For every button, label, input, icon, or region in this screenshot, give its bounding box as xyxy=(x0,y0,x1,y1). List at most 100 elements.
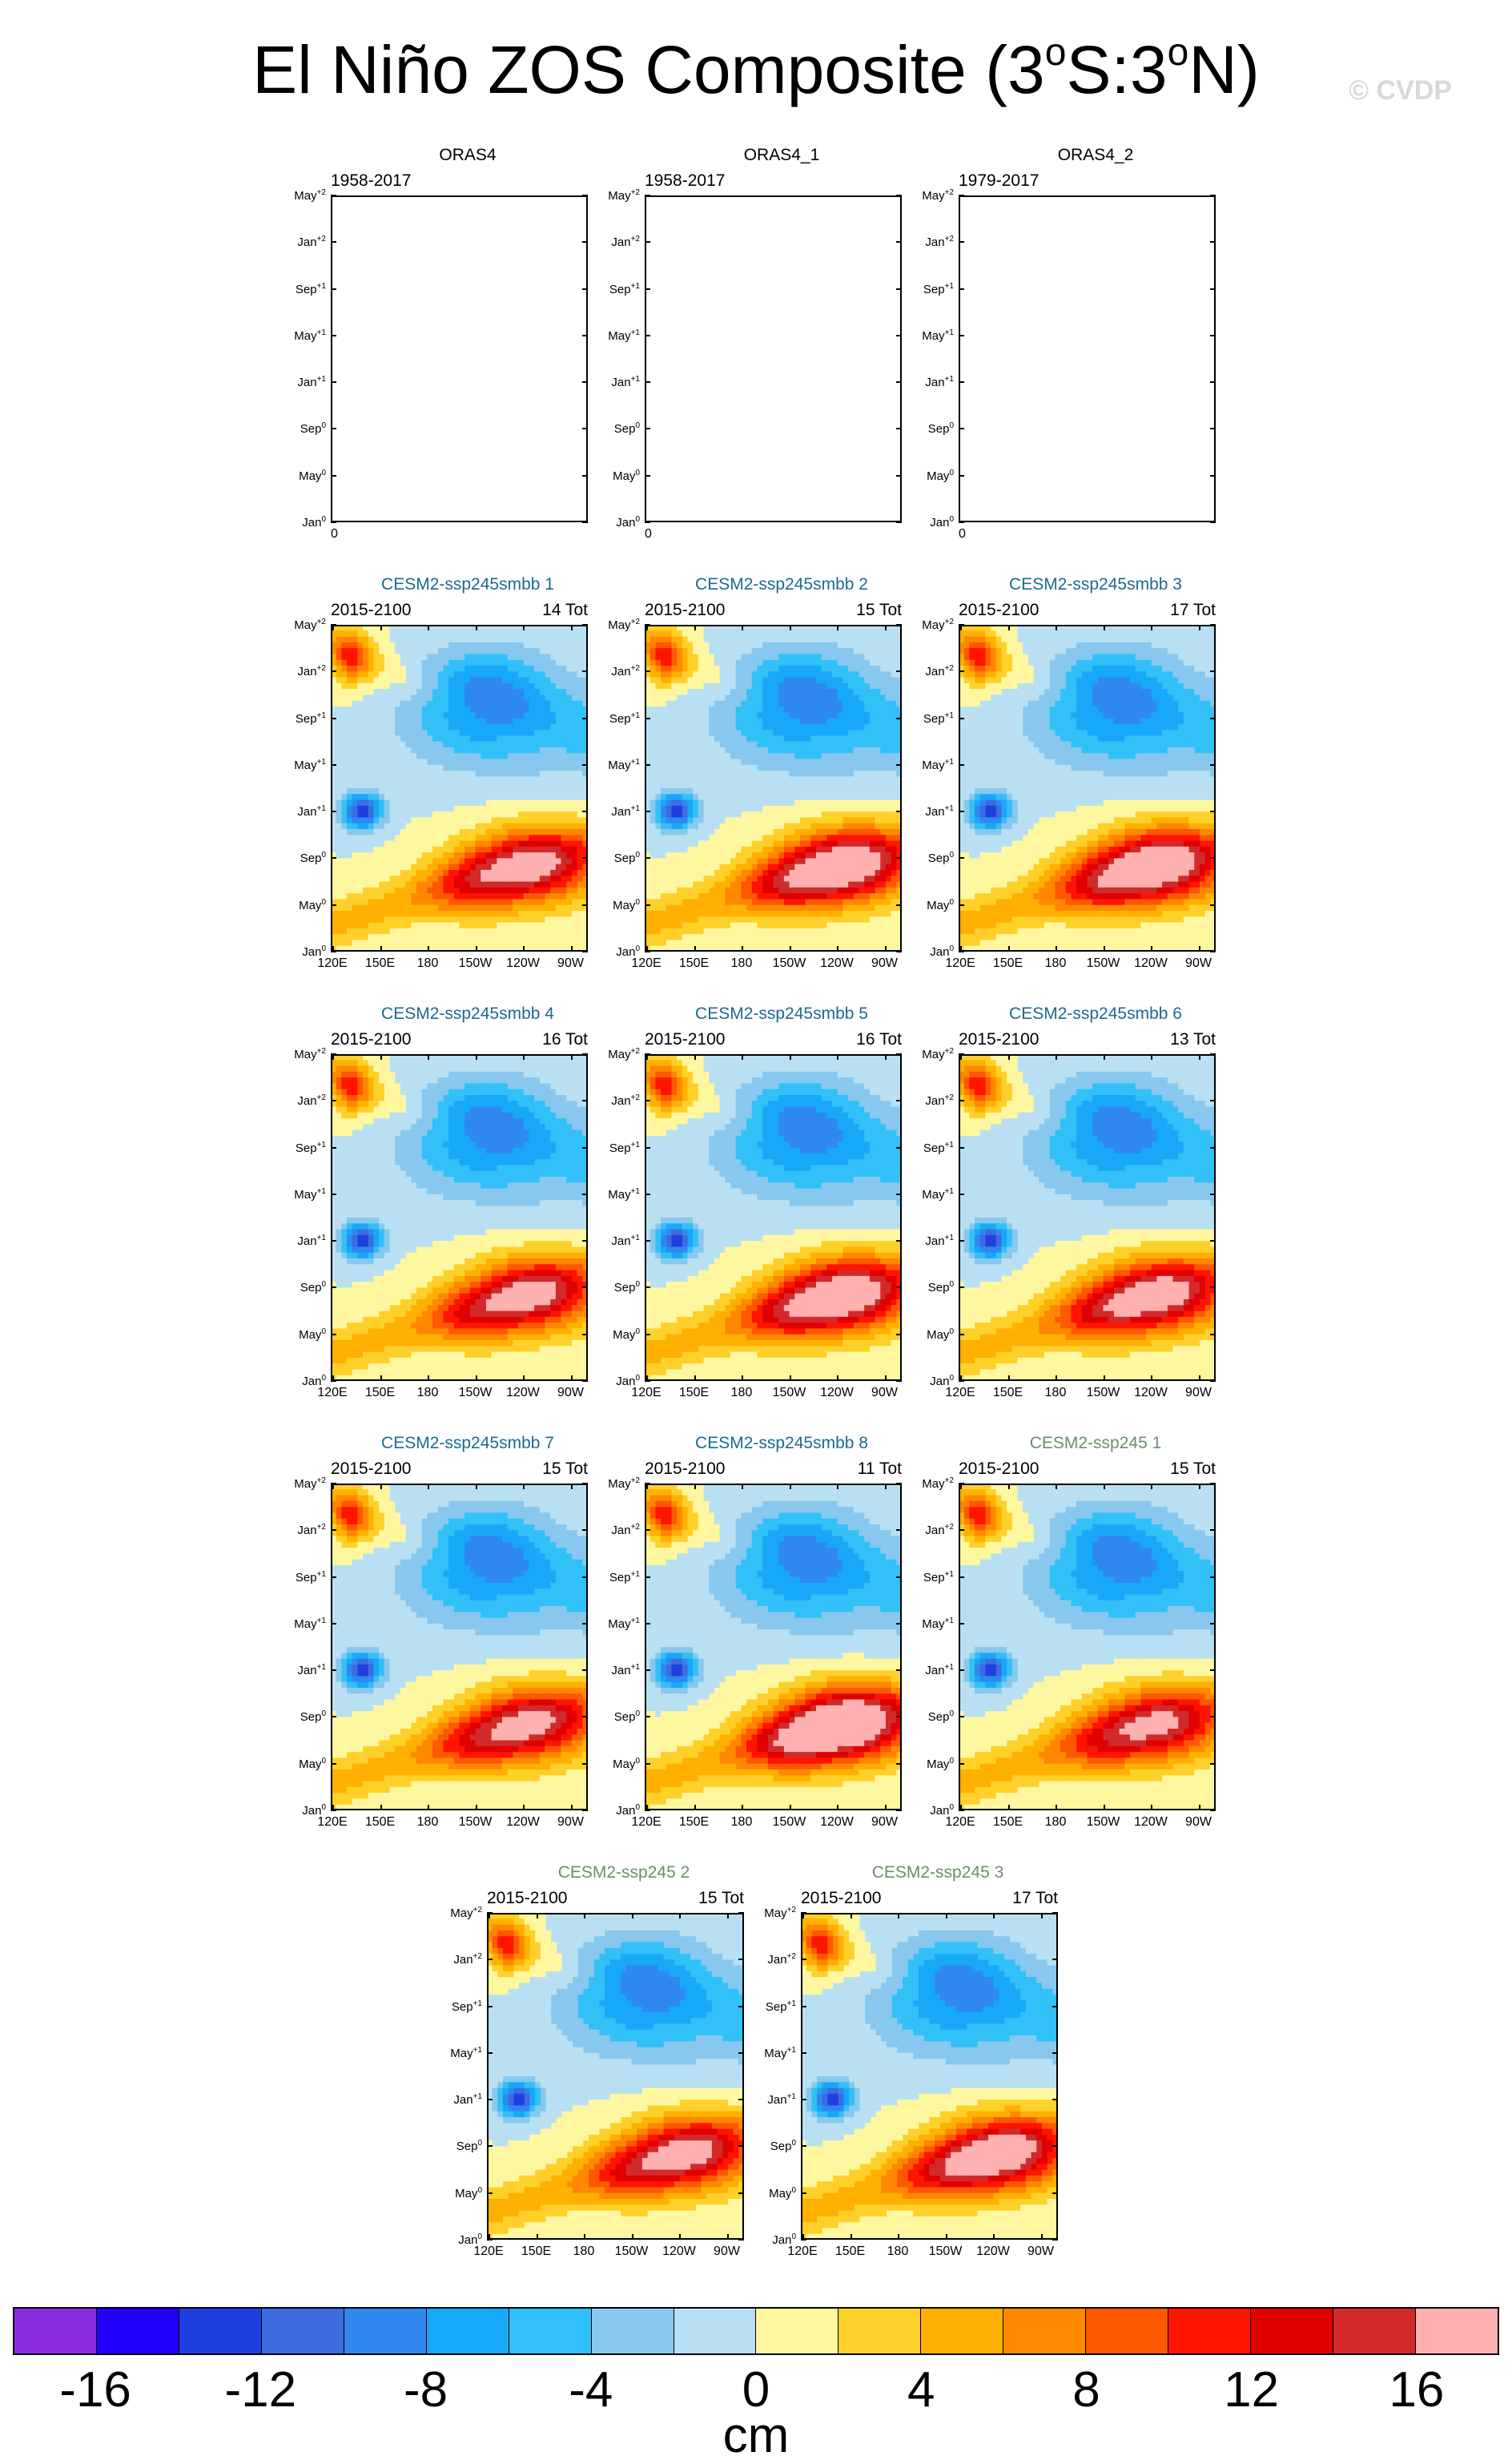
heatmap-cell xyxy=(347,794,352,800)
heatmap-cell xyxy=(794,642,800,649)
heatmap-cell xyxy=(842,864,848,871)
heatmap-cell xyxy=(720,794,726,800)
heatmap-cell xyxy=(720,835,726,841)
heatmap-cell xyxy=(492,940,497,946)
heatmap-cell xyxy=(347,823,352,830)
heatmap-cell xyxy=(492,858,497,864)
heatmap-cell xyxy=(746,637,752,643)
heatmap-cell xyxy=(810,788,816,795)
heatmap-cell xyxy=(347,689,352,695)
heatmap-cell xyxy=(784,630,790,637)
heatmap-cell xyxy=(746,678,752,684)
heatmap-cell xyxy=(848,689,854,695)
heatmap-cell xyxy=(492,847,497,853)
heatmap-cell xyxy=(645,835,650,841)
heatmap-cell xyxy=(448,788,454,795)
heatmap-cell xyxy=(720,852,726,859)
heatmap-cell xyxy=(688,701,694,707)
heatmap-cell xyxy=(741,719,746,725)
heatmap-cell xyxy=(655,683,661,690)
heatmap-cell xyxy=(762,719,768,725)
heatmap-cell xyxy=(363,794,368,800)
heatmap-cell xyxy=(390,858,396,864)
heatmap-cell xyxy=(896,776,902,783)
heatmap-cell xyxy=(384,678,390,684)
heatmap-cell xyxy=(859,811,865,818)
heatmap-cell xyxy=(757,701,762,707)
heatmap-cell xyxy=(400,940,406,946)
heatmap-cell xyxy=(492,852,497,859)
heatmap-cell xyxy=(709,742,714,748)
heatmap-cell xyxy=(545,946,551,952)
heatmap-cell xyxy=(374,660,380,666)
heatmap-cell xyxy=(661,724,666,731)
heatmap-cell xyxy=(390,735,396,742)
heatmap-cell xyxy=(693,707,698,713)
heatmap-cell xyxy=(454,852,460,859)
heatmap-cell xyxy=(524,630,529,637)
heatmap-cell xyxy=(838,753,843,759)
heatmap-cell xyxy=(655,783,661,789)
heatmap-cell xyxy=(395,771,400,777)
y-tick-mark-right xyxy=(582,288,588,290)
heatmap-cell xyxy=(341,928,347,935)
y-tick-mark-right xyxy=(896,475,902,477)
heatmap-cell xyxy=(826,783,832,789)
heatmap-cell xyxy=(443,689,448,695)
heatmap-cell xyxy=(838,835,843,841)
heatmap-cell xyxy=(422,771,428,777)
heatmap-cell xyxy=(390,642,396,649)
heatmap-cell xyxy=(704,625,710,631)
heatmap-cell xyxy=(875,876,881,882)
heatmap-cell xyxy=(513,923,518,929)
heatmap-cell xyxy=(784,835,790,841)
heatmap-cell xyxy=(838,642,843,649)
heatmap-cell xyxy=(556,806,561,812)
heatmap-cell xyxy=(400,776,406,783)
heatmap-cell xyxy=(513,928,518,935)
heatmap-cell xyxy=(794,847,800,853)
heatmap-cell xyxy=(432,876,438,882)
heatmap-cell xyxy=(432,730,438,736)
heatmap-cell xyxy=(411,765,416,771)
heatmap-cell xyxy=(741,759,746,766)
heatmap-cell xyxy=(688,776,694,783)
heatmap-cell xyxy=(374,835,380,841)
heatmap-cell xyxy=(550,923,556,929)
heatmap-cell xyxy=(502,794,508,800)
heatmap-cell xyxy=(720,683,726,690)
heatmap-cell xyxy=(757,783,762,789)
heatmap-cell xyxy=(655,759,661,766)
heatmap-cell xyxy=(524,864,529,871)
heatmap-cell xyxy=(806,637,811,643)
heatmap-cell xyxy=(400,695,406,701)
heatmap-cell xyxy=(790,882,795,888)
heatmap-cell xyxy=(688,829,694,835)
heatmap-cell xyxy=(832,730,838,736)
heatmap-cell xyxy=(341,630,347,637)
heatmap-cell xyxy=(550,712,556,719)
heatmap-cell xyxy=(572,928,577,935)
heatmap-cell xyxy=(497,742,502,748)
heatmap-cell xyxy=(411,654,416,660)
heatmap-cell xyxy=(778,712,784,719)
heatmap-cell xyxy=(774,742,779,748)
heatmap-cell xyxy=(864,765,870,771)
heatmap-cell xyxy=(677,759,682,766)
heatmap-cell xyxy=(746,800,752,807)
heatmap-cell xyxy=(550,701,556,707)
heatmap-cell xyxy=(832,806,838,812)
heatmap-cell xyxy=(875,852,881,859)
heatmap-cell xyxy=(832,776,838,783)
heatmap-cell xyxy=(810,630,816,637)
heatmap-cell xyxy=(800,735,806,742)
heatmap-cell xyxy=(671,625,677,631)
heatmap-cell xyxy=(730,683,736,690)
heatmap-cell xyxy=(757,730,762,736)
heatmap-cell xyxy=(832,841,838,848)
heatmap-cell xyxy=(741,852,746,859)
heatmap-cell xyxy=(486,712,492,719)
heatmap-cell xyxy=(810,695,816,701)
heatmap-cell xyxy=(864,671,870,678)
heatmap-cell xyxy=(416,625,422,631)
